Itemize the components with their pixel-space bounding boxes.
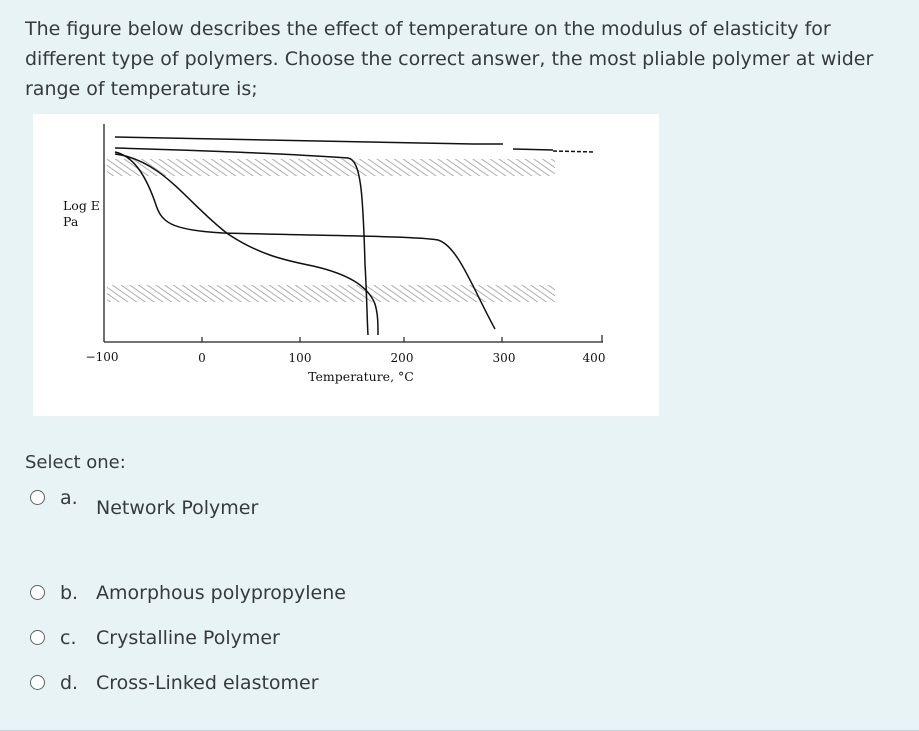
option-letter: b. bbox=[60, 582, 79, 604]
curve-flat-top-dashed bbox=[552, 150, 596, 153]
select-one-prompt: Select one: bbox=[25, 452, 126, 473]
modulus-temperature-figure: Log E Pa −100 0 100 200 300 400 Temperat… bbox=[33, 114, 659, 416]
option-label[interactable]: Amorphous polypropylene bbox=[96, 582, 346, 604]
question-line: The figure below describes the effect of… bbox=[25, 18, 831, 40]
option-letter: c. bbox=[60, 627, 77, 649]
lower-hatch-band bbox=[107, 285, 555, 302]
option-letter: d. bbox=[60, 672, 79, 694]
curve-flat-top bbox=[114, 136, 503, 145]
question-line: range of temperature is; bbox=[25, 78, 258, 100]
x-tick-label: 100 bbox=[289, 351, 312, 365]
question-line: different type of polymers. Choose the c… bbox=[25, 48, 874, 70]
figure-svg: Log E Pa −100 0 100 200 300 400 Temperat… bbox=[63, 124, 606, 384]
radio-button-d[interactable] bbox=[30, 675, 45, 690]
option-letter: a. bbox=[60, 487, 78, 509]
x-tick-label: 300 bbox=[493, 351, 516, 365]
x-tick-label: 200 bbox=[391, 351, 414, 365]
option-label[interactable]: Network Polymer bbox=[96, 497, 259, 519]
curve-crystalline bbox=[114, 147, 369, 336]
x-tick-label: 400 bbox=[583, 351, 606, 365]
y-axis-unit: Pa bbox=[63, 214, 79, 229]
x-tick-label: 0 bbox=[198, 351, 206, 365]
upper-hatch-band bbox=[107, 159, 555, 176]
radio-button-b[interactable] bbox=[30, 585, 45, 600]
radio-button-c[interactable] bbox=[30, 630, 45, 645]
curve-flat-top-tail bbox=[512, 148, 554, 151]
x-axis-label: Temperature, °C bbox=[308, 369, 414, 384]
radio-button-a[interactable] bbox=[30, 490, 45, 505]
curve-crosslinked bbox=[114, 151, 496, 330]
curve-amorphous bbox=[114, 153, 379, 336]
option-label[interactable]: Cross-Linked elastomer bbox=[96, 672, 319, 694]
question-text: The figure below describes the effect of… bbox=[25, 14, 885, 104]
option-label[interactable]: Crystalline Polymer bbox=[96, 627, 280, 649]
y-axis-label: Log E bbox=[63, 198, 100, 213]
x-tick-label: −100 bbox=[86, 350, 119, 364]
